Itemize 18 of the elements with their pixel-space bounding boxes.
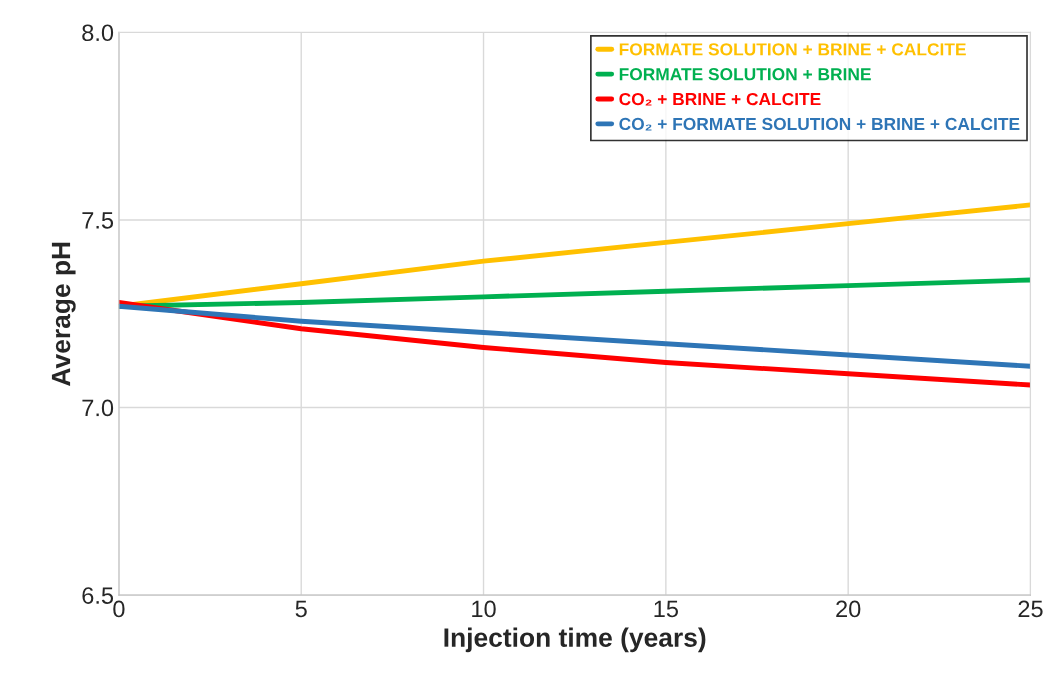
x-tick-label: 5 (295, 600, 307, 618)
line-series (118, 300, 1031, 388)
y-tick-label: 7.0 (82, 399, 114, 417)
x-axis-title: Injection time (years) (444, 627, 706, 653)
y-axis-title: Average pH (51, 242, 76, 386)
x-tick-label: 15 (654, 600, 678, 618)
y-tick-label: 8.0 (82, 24, 114, 42)
y-tick-label: 7.5 (82, 212, 114, 229)
x-tick-label: 0 (113, 600, 125, 618)
x-tick-label: 10 (472, 600, 496, 618)
line-series (118, 303, 1031, 369)
x-tick-label: 25 (1018, 600, 1043, 618)
legend-label: CO₂ + BRINE + CALCITE (619, 92, 821, 106)
legend-label: FORMATE SOLUTION + BRINE (619, 68, 871, 81)
legend-label: CO₂ + FORMATE SOLUTION + BRINE + CALCITE (619, 117, 1020, 131)
x-tick-label: 20 (836, 600, 861, 618)
legend-label: FORMATE SOLUTION + BRINE + CALCITE (619, 43, 966, 56)
y-tick-label: 6.5 (82, 587, 114, 604)
